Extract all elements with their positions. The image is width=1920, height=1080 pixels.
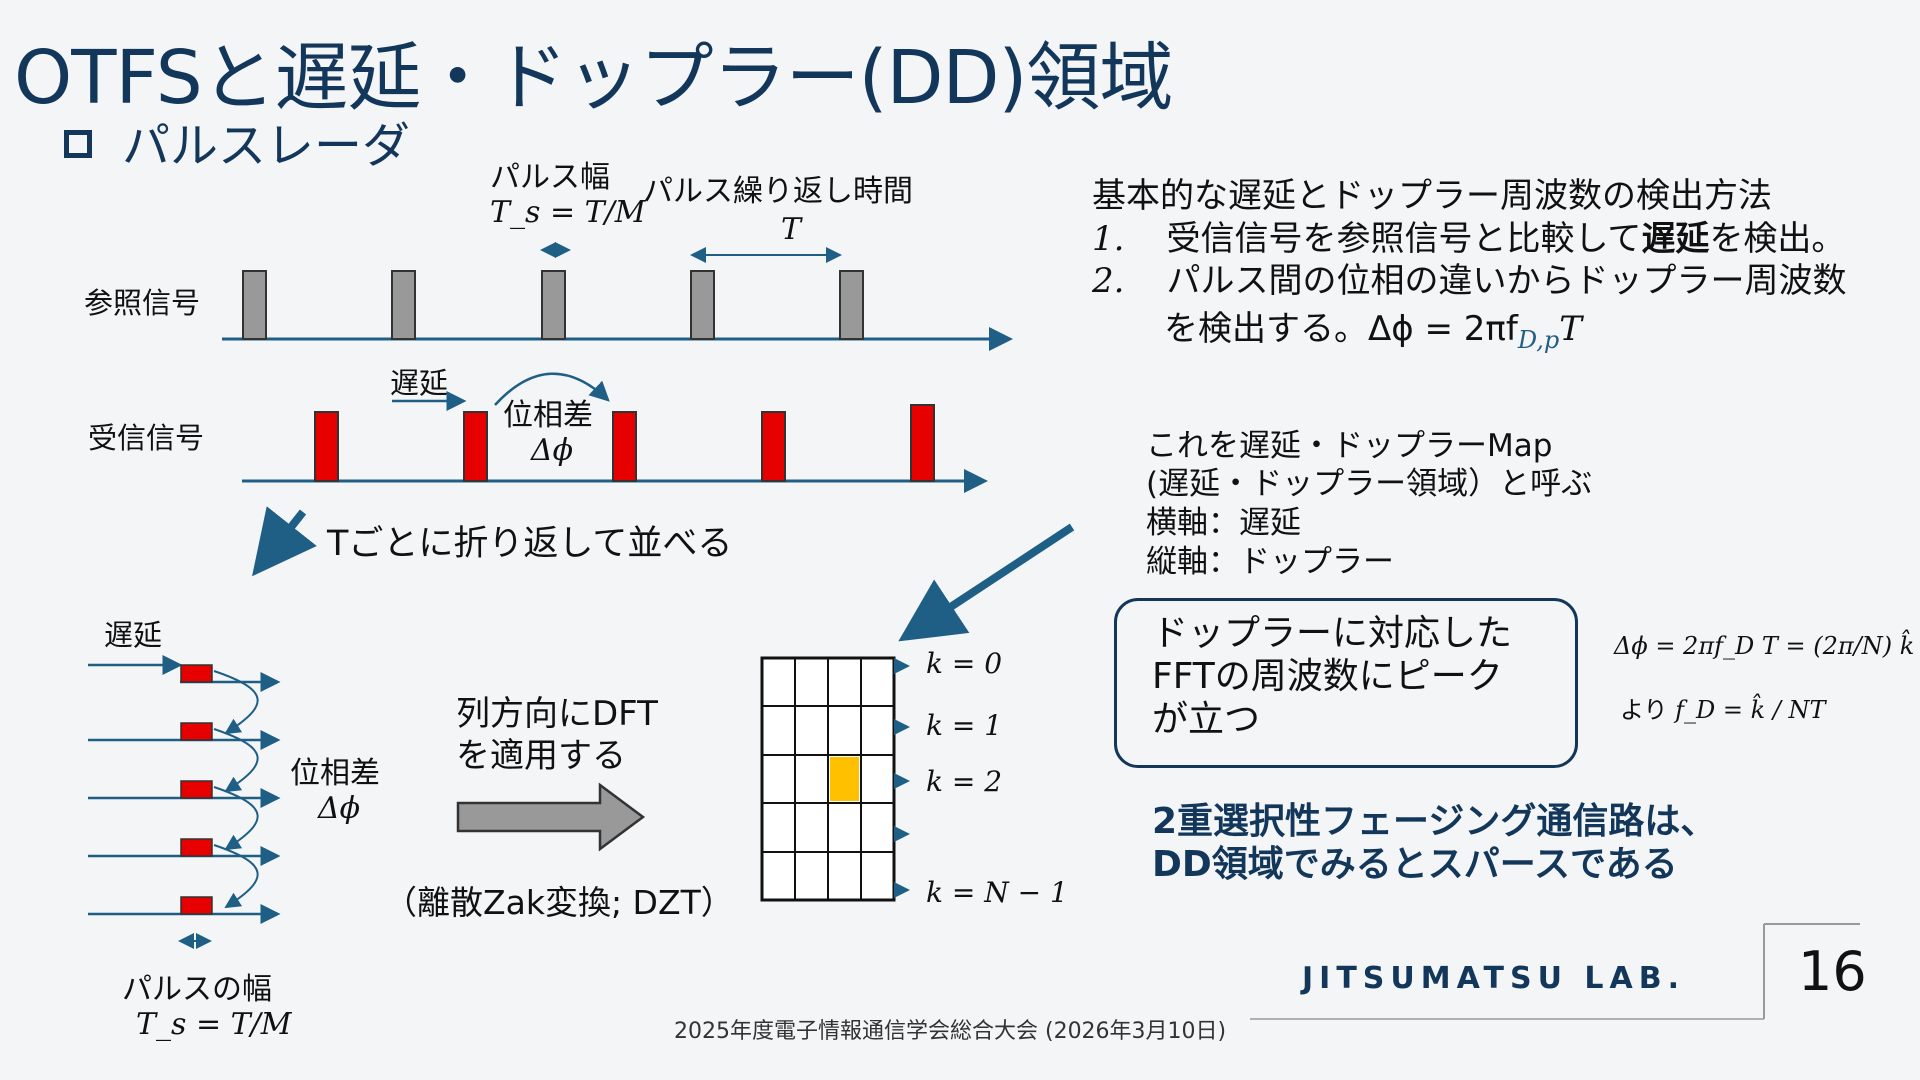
folded-pulse [180,896,213,915]
phase-diff-symbol: Δϕ [531,433,574,468]
left-pulse-width-formula: T_s = T/M [136,1007,292,1042]
pulse-width-label: パルス幅 [490,160,610,195]
pulse-width-formula: T_s = T/M [490,195,646,230]
dd-callout-line: FFTの周波数にピーク [1152,656,1503,697]
dd-callout-box [1114,598,1578,768]
conclusion-text: 2重選択性フェージング通信路は、 DD領域でみるとスパースである [1152,800,1716,886]
method-item-number: 1. [1092,219,1125,259]
conclusion-line: DD領域でみるとスパースである [1152,844,1678,885]
formula-line-2: より f_D = k̂ / NT [1620,690,1826,725]
dd-callout-text: ドップラーに対応した FFTの周波数にピーク が立つ [1152,612,1512,741]
subtitle: パルスレーダ [64,106,410,176]
fold-arrow [252,506,317,577]
rx-pulse [463,411,488,482]
ref-pulse [391,270,416,340]
checkbox-bullet-icon [64,130,92,158]
received-signal [242,404,988,493]
conclusion-line: 2重選択性フェージング通信路は、 [1152,801,1717,842]
k-label: k = 1 [926,709,1003,742]
method-item-text: T [1559,309,1582,349]
method-item-2: 2. パルス間の位相の違いからドップラー周波数 [1092,253,1846,302]
left-phase-label: 位相差 [290,756,380,791]
folded-pulse [180,722,213,741]
fold-label: Tごとに折り返して並べる [327,524,733,564]
footer-text: 2025年度電子情報通信学会総合大会 (2026年3月10日) [674,1019,1227,1044]
dft-line-1: 列方向にDFT [456,694,658,734]
method-item-text: を検出する。Δϕ = 2πf [1164,309,1518,349]
dzt-label: （離散Zak変換; DZT） [384,883,734,922]
formula-prefix: より [1620,696,1668,724]
left-delay-label: 遅延 [104,618,163,652]
ref-pulse [839,270,864,340]
method-item-1: 1. 受信信号を参照信号と比較して遅延を検出。 [1092,211,1845,260]
method-item-text: 受信信号を参照信号と比較して [1166,219,1642,259]
method-title: 基本的な遅延とドップラー周波数の検出方法 [1092,176,1772,216]
folded-pulse [180,780,213,799]
page-title: OTFSと遅延・ドップラー(DD)領域 [14,35,1173,121]
phase-arc [494,372,610,406]
folded-pulse [180,664,213,683]
folded-pulse-stack [88,655,281,949]
left-pulse-width-label: パルスの幅 [122,972,272,1007]
map-line: 横軸：遅延 [1146,505,1301,541]
map-line: 縦軸：ドップラー [1146,544,1394,580]
ref-pulse [541,270,566,340]
method-item-subscript: D,p [1517,325,1560,354]
page-number: 16 [1798,940,1867,1003]
method-item-2-line-2: を検出する。Δϕ = 2πfD,pT [1164,301,1582,354]
rx-signal-label: 受信信号 [88,421,205,455]
map-arrow [898,523,1075,642]
rx-pulse [761,411,786,482]
dft-line-2: を適用する [456,736,626,776]
peak-cell [830,757,859,801]
repeat-formula: T [781,212,802,247]
method-item-number: 2. [1092,261,1125,301]
method-item-text: を検出。 [1709,219,1846,259]
subtitle-text: パルスレーダ [122,118,411,174]
k-label: k = N − 1 [926,876,1068,909]
ref-signal-label: 参照信号 [84,286,201,320]
dd-callout-line: ドップラーに対応した [1152,613,1513,654]
formula-line-1: Δϕ = 2πf_D T = (2π/N) k̂ [1614,632,1915,660]
dft-arrow [456,782,646,852]
k-label: k = 2 [926,765,1003,798]
ref-pulse [242,270,267,340]
dd-grid [760,656,910,902]
lab-logo: JITSUMATSU LAB. [1302,961,1685,996]
rx-pulse [612,411,637,482]
method-item-text: パルス間の位相の違いからドップラー周波数 [1166,261,1847,301]
map-line: (遅延・ドップラー領域）と呼ぶ [1146,466,1593,502]
map-line: これを遅延・ドップラーMap [1146,428,1553,464]
rx-pulse [910,404,935,482]
phase-diff-label: 位相差 [503,398,593,433]
dd-callout-line: が立つ [1152,699,1261,740]
k-label: k = 0 [926,647,1003,680]
reference-signal [222,270,1013,351]
method-item-bold: 遅延 [1641,219,1710,259]
delay-label: 遅延 [390,366,449,400]
formula-text: f_D = k̂ / NT [1675,696,1826,724]
folded-pulse [180,838,213,857]
ref-pulse [690,270,715,340]
rx-pulse [314,411,339,482]
left-phase-symbol: Δϕ [318,791,361,826]
repeat-label: パルス繰り返し時間 [643,174,913,209]
